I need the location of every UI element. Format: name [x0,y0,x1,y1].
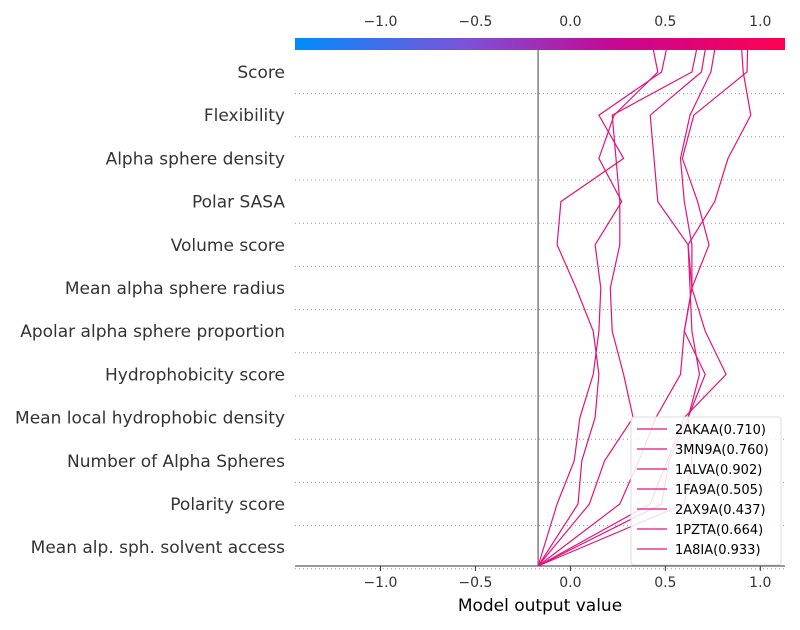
feature-label: Apolar alpha sphere proportion [20,322,285,342]
feature-label: Number of Alpha Spheres [67,452,285,472]
x-axis-title: Model output value [458,596,622,616]
x-tick-label: −1.0 [363,575,397,591]
feature-label: Flexibility [204,106,285,126]
x-axis: −1.0 −0.5 0.0 0.5 1.0 [363,566,771,591]
colorbar [295,38,785,50]
top-tick-label: −1.0 [363,14,397,30]
feature-label: Mean local hydrophobic density [15,409,285,429]
feature-label: Hydrophobicity score [105,365,285,385]
feature-label: Score [237,63,285,83]
top-tick-label: −0.5 [458,14,492,30]
feature-label: Mean alp. sph. solvent access [31,538,285,558]
legend: 2AKAA(0.710) 3MN9A(0.760) 1ALVA(0.902) 1FA9… [630,416,782,566]
legend-label: 1A8IA(0.933) [675,543,761,558]
series-line [537,49,667,567]
x-tick-label: 1.0 [749,575,771,591]
feature-labels: Score Flexibility Alpha sphere density Pola… [15,63,285,558]
feature-label: Alpha sphere density [106,149,285,169]
top-tick-label: 0.5 [654,14,676,30]
feature-label: Mean alpha sphere radius [65,279,285,299]
legend-label: 2AX9A(0.437) [675,503,766,518]
top-axis: −1.0 −0.5 0.0 0.5 1.0 [363,14,771,30]
top-tick-label: 0.0 [559,14,581,30]
feature-label: Volume score [171,236,285,256]
legend-box [630,416,782,566]
legend-label: 1PZTA(0.664) [675,523,763,538]
legend-label: 1ALVA(0.902) [675,463,762,478]
series-line [537,49,659,567]
feature-label: Polar SASA [192,193,285,213]
x-tick-label: 0.0 [559,575,581,591]
legend-label: 2AKAA(0.710) [675,423,766,438]
x-tick-label: −0.5 [458,575,492,591]
series-line [537,49,698,567]
legend-label: 1FA9A(0.505) [675,483,763,498]
feature-label: Polarity score [170,495,285,515]
top-tick-label: 1.0 [749,14,771,30]
legend-label: 3MN9A(0.760) [675,443,769,458]
x-tick-label: 0.5 [654,575,676,591]
